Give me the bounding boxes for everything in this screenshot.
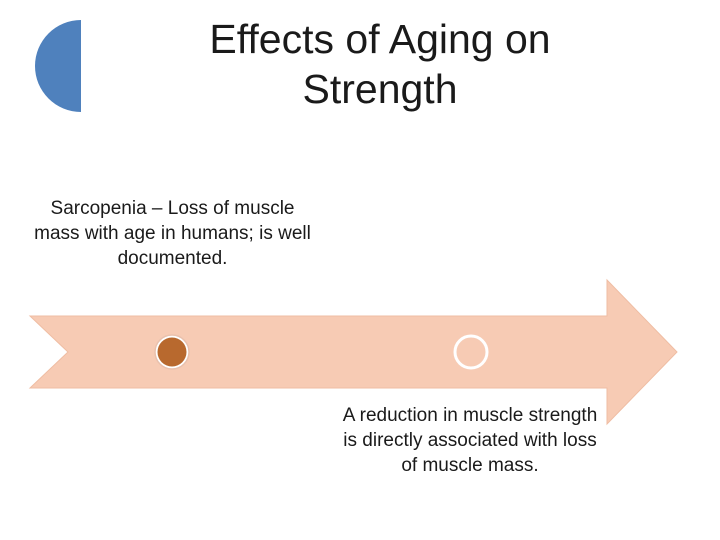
timeline-marker-2 — [453, 334, 489, 370]
timeline-marker-1 — [154, 334, 190, 370]
timeline-event-1-text: Sarcopenia – Loss of muscle mass with ag… — [34, 198, 311, 269]
timeline-arrow — [28, 278, 678, 426]
accent-half-circle — [35, 20, 81, 112]
timeline-event-2-text: A reduction in muscle strength is direct… — [342, 405, 598, 476]
slide-title: Effects of Aging on Strength — [209, 16, 551, 112]
